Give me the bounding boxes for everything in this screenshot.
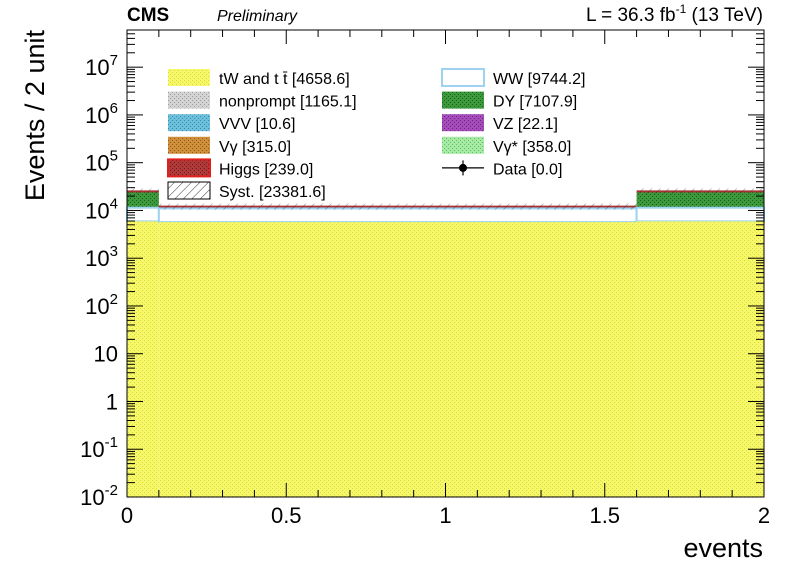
x-axis-title: events [683, 533, 763, 563]
legend-label-nonprompt: nonprompt [1165.1] [219, 94, 357, 111]
y-tick-label-0: 10-2 [80, 482, 118, 510]
legend-label-vgamma: Vγ [315.0] [219, 139, 291, 156]
x-tick-label-4: 2 [758, 503, 770, 528]
bar-dy-0 [127, 191, 159, 208]
legend-swatch-vvv [168, 114, 210, 132]
y-tick-label-2: 1 [106, 389, 118, 414]
bar-dy-2 [636, 191, 764, 208]
legend-label-syst: Syst. [23381.6] [219, 184, 326, 201]
x-tick-label-3: 1.5 [589, 503, 620, 528]
x-tick-label-0: 0 [121, 503, 133, 528]
experiment-label: CMS [127, 5, 169, 26]
bar-syst-1 [158, 203, 637, 210]
legend-swatch-syst [167, 181, 211, 200]
y-tick-label-6: 104 [85, 195, 118, 223]
legend-label-vz: VZ [22.1] [493, 116, 558, 133]
y-tick-label-1: 10-1 [80, 434, 118, 462]
legend-label-top: tW and t t̄ [4658.6] [219, 71, 350, 88]
legend-swatch-higgs [167, 158, 211, 178]
legend-swatch-nonprompt [168, 91, 210, 109]
y-tick-label-7: 105 [85, 148, 118, 176]
y-tick-label-9: 107 [85, 52, 118, 80]
x-tick-label-1: 0.5 [271, 503, 302, 528]
legend-label-vgammastar: Vγ* [358.0] [493, 139, 571, 156]
bar-top-2 [636, 221, 764, 497]
legend-label-data: Data [0.0] [493, 161, 562, 178]
bar-ww-2 [635, 206, 765, 223]
legend-label-dy: DY [7107.9] [493, 94, 577, 111]
legend-swatch-vgammastar [442, 136, 484, 154]
luminosity-prefix: L = 36.3 fb [586, 5, 676, 26]
bar-ww-1 [157, 207, 638, 224]
y-axis-title: Events / 2 unit [20, 30, 50, 202]
legend-label-ww: WW [9744.2] [493, 71, 585, 88]
bar-syst-0 [127, 188, 159, 195]
luminosity-exponent: -1 [676, 2, 687, 16]
y-tick-label-4: 102 [85, 291, 118, 319]
legend-label-higgs: Higgs [239.0] [219, 161, 313, 178]
stacked-histogram [126, 188, 765, 498]
status-label: Preliminary [217, 8, 298, 25]
luminosity-suffix: (13 TeV) [686, 5, 763, 26]
legend-swatch-top [168, 69, 210, 86]
legend-swatch-data-dot [459, 163, 467, 172]
legend-swatch-vgamma [168, 136, 210, 154]
legend-swatch-ww [441, 68, 485, 87]
bar-ww-0 [126, 206, 160, 223]
bar-syst-2 [636, 188, 764, 195]
y-tick-label-3: 10 [94, 342, 118, 367]
axes: 0 0.5 1 1.5 2 10-2 10-1 1 10 102 103 104 105 106 107 [80, 29, 770, 528]
y-tick-label-8: 106 [85, 100, 118, 128]
legend: tW and t t̄ [4658.6] WW [9744.2] nonprompt… [167, 68, 585, 201]
x-tick-label-2: 1 [439, 503, 451, 528]
legend-swatch-vz [442, 114, 484, 132]
y-tick-label-5: 103 [85, 243, 118, 271]
legend-label-vvv: VVV [10.6] [219, 116, 296, 133]
luminosity-label: L = 36.3 fb-1 (13 TeV) [586, 2, 763, 26]
bar-top-1 [158, 222, 637, 498]
legend-swatch-dy [442, 91, 484, 109]
